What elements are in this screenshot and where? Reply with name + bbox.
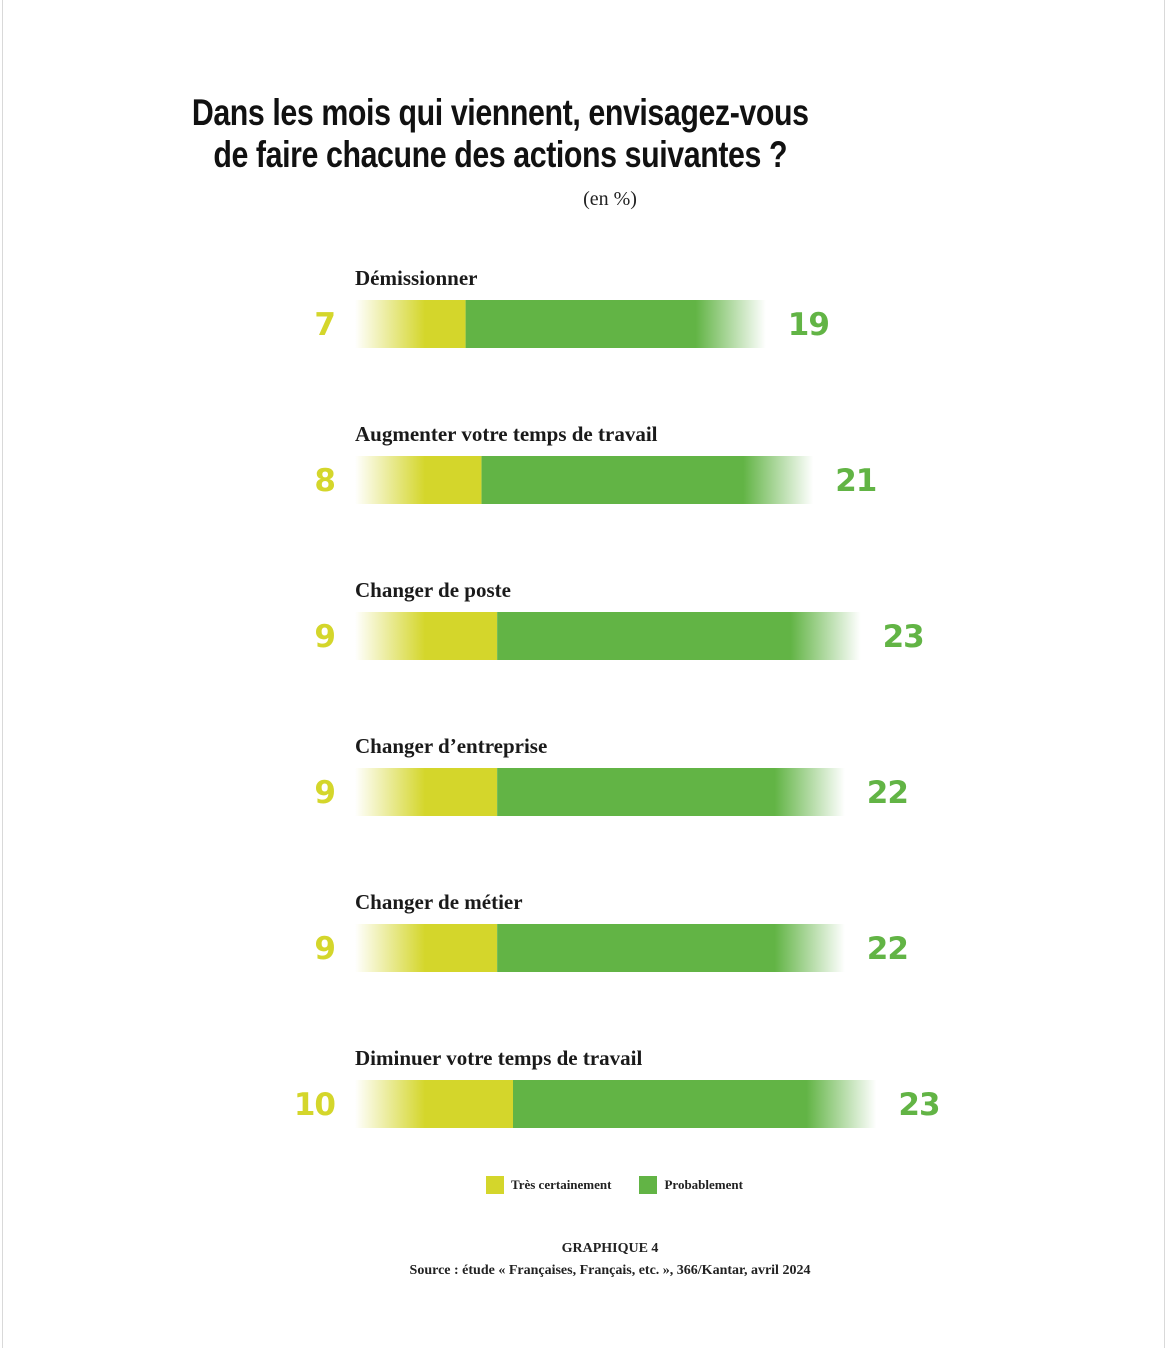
value-label-tres-certainement: 9 <box>314 931 335 967</box>
category-label: Changer d’entreprise <box>355 734 547 758</box>
value-label-probablement: 19 <box>788 307 829 343</box>
chart-title-line1: Dans les mois qui viennent, envisagez-vo… <box>191 92 809 133</box>
value-label-probablement: 21 <box>835 463 876 499</box>
chart-legend: Très certainement Probablement <box>486 1176 771 1194</box>
bar-probablement <box>465 300 766 348</box>
bar-tres-certainement <box>355 456 482 504</box>
value-label-tres-certainement: 7 <box>314 307 335 343</box>
legend-item-tres-certainement: Très certainement <box>486 1176 611 1194</box>
legend-label-tres-certainement: Très certainement <box>511 1177 612 1192</box>
bar-tres-certainement <box>355 300 466 348</box>
category-label: Changer de métier <box>355 890 523 914</box>
figure-label: GRAPHIQUE 4 <box>561 1241 659 1256</box>
value-label-tres-certainement: 9 <box>314 619 335 655</box>
bar-tres-certainement <box>355 612 498 660</box>
value-label-probablement: 22 <box>867 775 908 811</box>
bar-tres-certainement <box>355 924 498 972</box>
bar-probablement <box>513 1080 877 1128</box>
value-label-tres-certainement: 8 <box>314 463 335 499</box>
legend-item-probablement: Probablement <box>639 1176 743 1194</box>
frame-left-border <box>2 0 3 1348</box>
figure-source: Source : étude « Françaises, Français, e… <box>409 1263 811 1278</box>
category-label: Changer de poste <box>355 578 511 602</box>
category-label: Diminuer votre temps de travail <box>355 1046 643 1070</box>
bar-probablement <box>497 612 861 660</box>
bar-probablement <box>497 768 845 816</box>
bar-probablement <box>497 924 845 972</box>
value-label-probablement: 23 <box>883 619 924 655</box>
bar-probablement <box>481 456 814 504</box>
value-label-probablement: 23 <box>898 1087 939 1123</box>
frame-right-border <box>1164 0 1165 1348</box>
value-label-tres-certainement: 9 <box>314 775 335 811</box>
chart-subtitle: (en %) <box>583 188 637 210</box>
bar-tres-certainement <box>355 768 498 816</box>
value-label-probablement: 22 <box>867 931 908 967</box>
chart-title: Dans les mois qui viennent, envisagez-vo… <box>0 92 1000 176</box>
legend-swatch-probablement <box>639 1176 658 1194</box>
bar-chart: Démissionner 7 19 Augmenter votre temps de … <box>294 266 941 1128</box>
chart-title-line2: de faire chacune des actions suivantes ? <box>213 134 788 175</box>
legend-swatch-tres-certainement <box>486 1176 504 1194</box>
legend-label-probablement: Probablement <box>664 1177 743 1192</box>
bar-tres-certainement <box>355 1080 513 1128</box>
category-label: Augmenter votre temps de travail <box>355 422 658 446</box>
value-label-tres-certainement: 10 <box>294 1087 336 1123</box>
category-label: Démissionner <box>355 266 478 290</box>
